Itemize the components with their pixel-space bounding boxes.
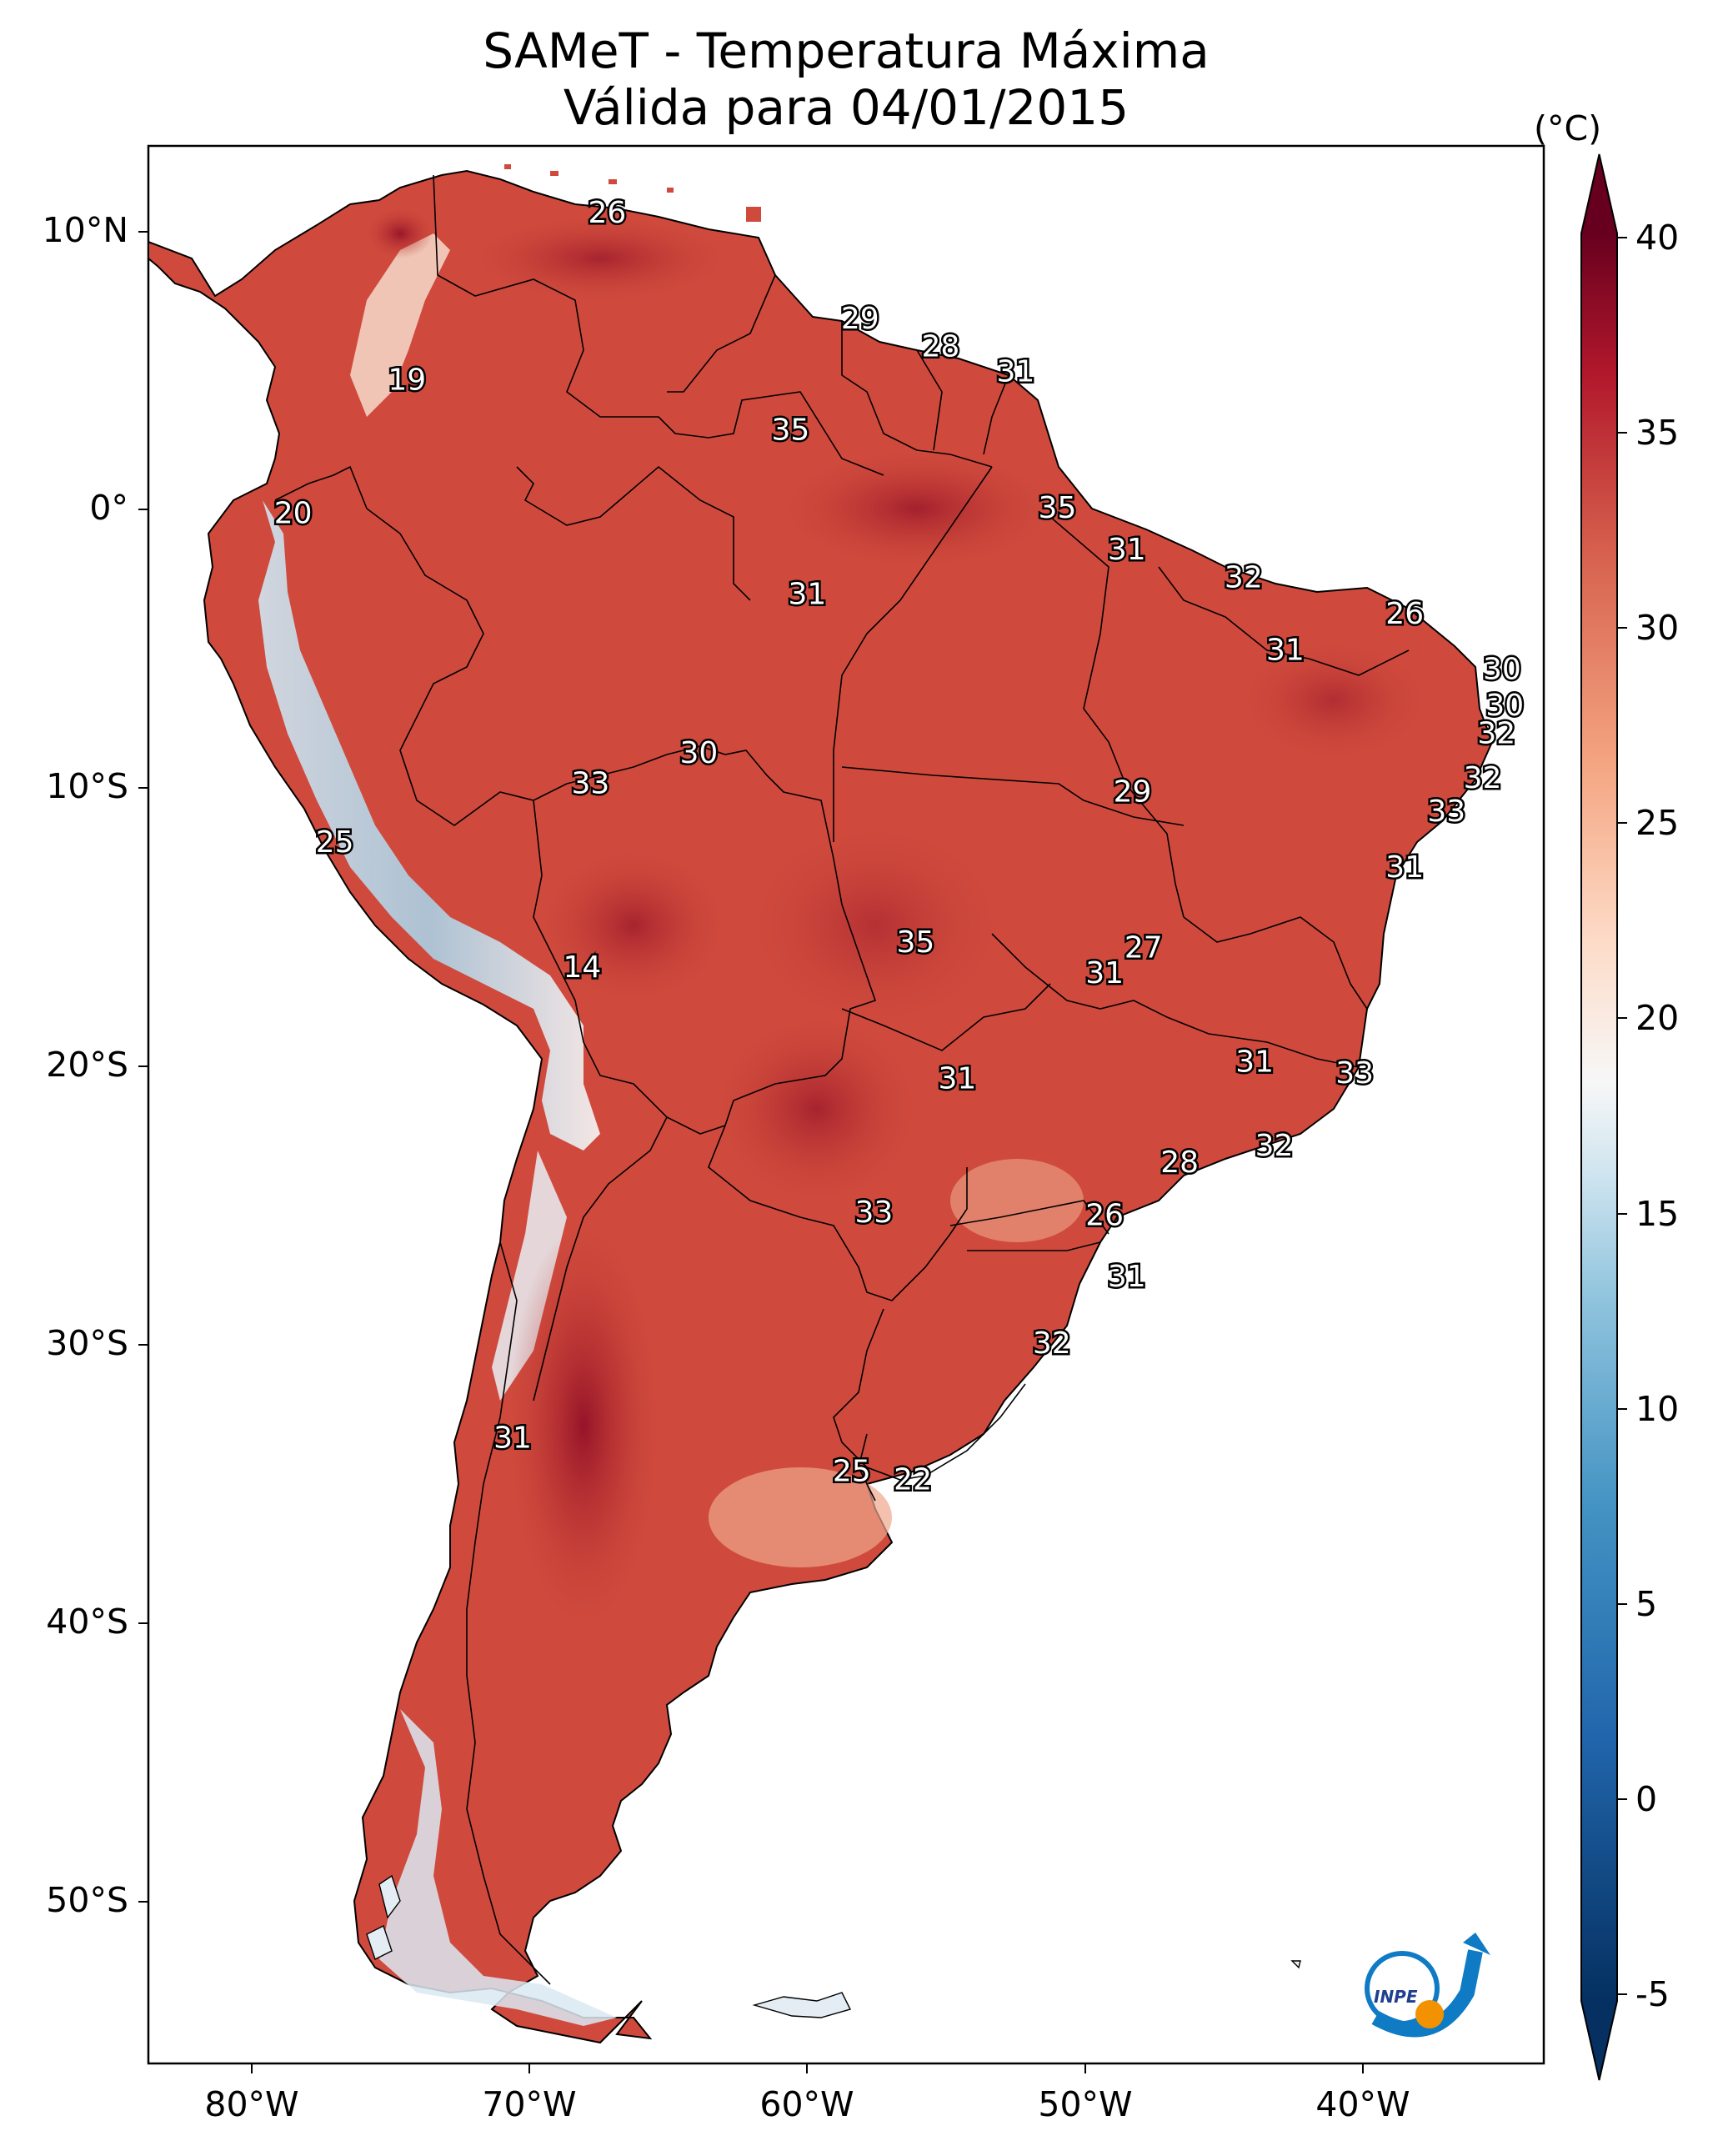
- station-temperature-label: 30: [1485, 689, 1524, 723]
- hotspot-venezuela: [475, 217, 725, 300]
- station-temperature-label: 33: [571, 767, 609, 801]
- lon-tick-label: 50°W: [1038, 2084, 1133, 2124]
- hotspot-argentina: [508, 1226, 659, 1626]
- station-temperature-label: 35: [771, 413, 809, 447]
- hotspot-chaco: [717, 1017, 917, 1201]
- station-temperature-label: 14: [563, 950, 601, 985]
- station-temperature-label: 28: [1160, 1146, 1199, 1180]
- hotspot-bolivia-lowlands: [542, 850, 725, 1000]
- lat-tick-label: 50°S: [46, 1880, 128, 1920]
- lon-tick-label: 70°W: [482, 2084, 577, 2124]
- colorbar-outline: [1580, 153, 1618, 2081]
- station-temperature-label: 29: [841, 302, 879, 336]
- station-temperature-label: 33: [855, 1196, 894, 1230]
- station-temperature-label: 20: [274, 497, 313, 531]
- station-temperature-label: 31: [1235, 1045, 1274, 1080]
- station-temperature-label: 31: [1108, 1260, 1146, 1294]
- colombia-highlands-cool-zone: [350, 233, 450, 417]
- southern-andes-cool-zone: [492, 1151, 567, 1401]
- cool-patch-parana: [950, 1159, 1084, 1242]
- hotspot-northeast: [1242, 642, 1425, 759]
- caribbean-islands: [504, 164, 761, 222]
- station-temperature-label: 27: [1124, 931, 1163, 965]
- station-temperature-label: 33: [1427, 795, 1465, 829]
- colorbar-tick-label: 30: [1635, 608, 1680, 648]
- station-temperature-label: 32: [1464, 761, 1502, 795]
- lat-tick-label: 0°: [89, 488, 128, 528]
- station-temperature-label: 19: [388, 363, 426, 397]
- station-temperature-label: 32: [1033, 1326, 1071, 1361]
- station-temperature-label: 31: [493, 1421, 532, 1456]
- colorbar-tick-label: 25: [1635, 803, 1680, 843]
- andes-cold-zone: [258, 500, 600, 1151]
- station-temperature-label: 31: [1266, 633, 1305, 667]
- station-temperature-label: 32: [1225, 561, 1263, 595]
- station-temperature-label: 30: [679, 736, 718, 770]
- station-temperature-label: 31: [788, 578, 826, 612]
- station-temperature-label: 31: [1385, 850, 1424, 885]
- lat-tick-label: 10°N: [42, 210, 128, 250]
- station-temperature-label: 31: [1085, 956, 1124, 990]
- station-temperature-label: 26: [588, 196, 626, 230]
- station-temperature-label: 26: [1385, 597, 1424, 631]
- colorbar-tick-label: 5: [1635, 1584, 1658, 1624]
- lon-tick-label: 60°W: [759, 2084, 854, 2124]
- station-temperature-label: 33: [1335, 1056, 1374, 1091]
- station-temperature-label: 25: [833, 1455, 871, 1489]
- station-temperature-label: 35: [1039, 491, 1077, 525]
- patagonia-cool-zone: [379, 1709, 617, 2026]
- station-temperature-label: 32: [1255, 1129, 1294, 1163]
- colorbar-tick-label: 35: [1635, 413, 1680, 453]
- station-temperature-label: 31: [997, 354, 1035, 389]
- hotspot-maracaibo: [367, 208, 433, 258]
- colorbar-tick-label: 0: [1635, 1779, 1658, 1819]
- colorbar-max-extend: [1581, 154, 1617, 233]
- station-temperature-label: 32: [1477, 717, 1515, 751]
- colorbar-body: [1581, 233, 1617, 2001]
- map-subtitle: Válida para 04/01/2015: [563, 79, 1129, 136]
- colorbar-tick-label: 10: [1635, 1389, 1680, 1429]
- map-title: SAMeT - Temperatura Máxima: [483, 23, 1210, 79]
- cool-patch-buenos-aires: [709, 1467, 892, 1567]
- lat-tick-label: 40°S: [46, 1602, 128, 1642]
- colorbar-tick-label: 40: [1635, 218, 1680, 258]
- colorbar-tick-label: 15: [1635, 1194, 1680, 1234]
- lat-tick-label: 20°S: [46, 1045, 128, 1085]
- hotspot-amazon-north: [784, 450, 1050, 567]
- southern-islands: [366, 1874, 1301, 2018]
- lon-tick-label: 80°W: [204, 2084, 299, 2124]
- colorbar-tick-label: -5: [1635, 1974, 1670, 2014]
- colorbar-tick-label: 20: [1635, 998, 1680, 1038]
- station-temperature-label: 30: [1483, 653, 1521, 687]
- lat-tick-label: 30°S: [46, 1323, 128, 1363]
- station-temperature-label: 31: [1108, 533, 1146, 567]
- station-temperature-label: 26: [1085, 1198, 1124, 1232]
- station-temperature-label: 31: [939, 1062, 977, 1096]
- colorbar-unit-label: (°C): [1534, 108, 1602, 148]
- colorbar: [1580, 153, 1627, 2081]
- lon-tick-label: 40°W: [1315, 2084, 1410, 2124]
- station-temperature-label: 25: [316, 825, 354, 860]
- lon-ticks: [251, 2063, 1364, 2073]
- continent-layer: [148, 164, 1494, 2044]
- country-borders: [274, 174, 1410, 1985]
- inpe-logo-text: INPE: [1374, 1987, 1418, 2007]
- station-temperature-label: 22: [894, 1463, 932, 1497]
- lat-tick-label: 10°S: [46, 766, 128, 806]
- colorbar-min-extend: [1581, 2001, 1617, 2080]
- station-temperature-label: 29: [1114, 775, 1152, 810]
- inpe-logo: [1365, 1933, 1490, 2038]
- station-temperature-label: 28: [922, 329, 960, 364]
- station-temperature-label: 35: [897, 925, 935, 960]
- lat-ticks: [138, 231, 148, 1903]
- hotspot-mato-grosso: [750, 825, 1000, 1025]
